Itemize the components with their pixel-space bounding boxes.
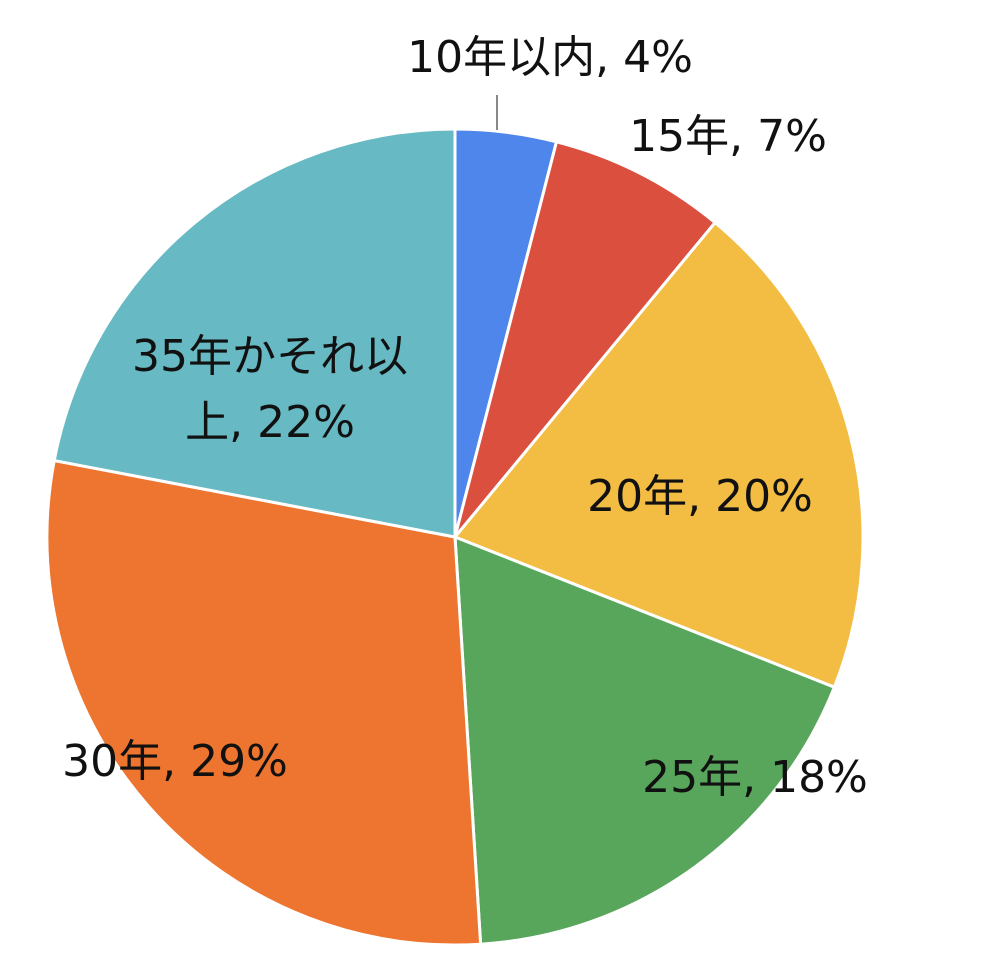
pie-slice	[452, 220, 865, 690]
data-label: 35年かそれ以上, 22%	[132, 331, 408, 448]
data-label: 15年, 7%	[629, 111, 827, 162]
pie-slice	[52, 127, 457, 539]
pie-slice	[453, 139, 718, 538]
data-label: 30年, 29%	[62, 736, 288, 787]
data-label: 10年以内, 4%	[407, 32, 693, 83]
pie-slice	[453, 534, 837, 946]
pie-slice	[45, 458, 483, 947]
data-label: 20年, 20%	[587, 471, 813, 522]
data-label: 25年, 18%	[642, 752, 868, 803]
